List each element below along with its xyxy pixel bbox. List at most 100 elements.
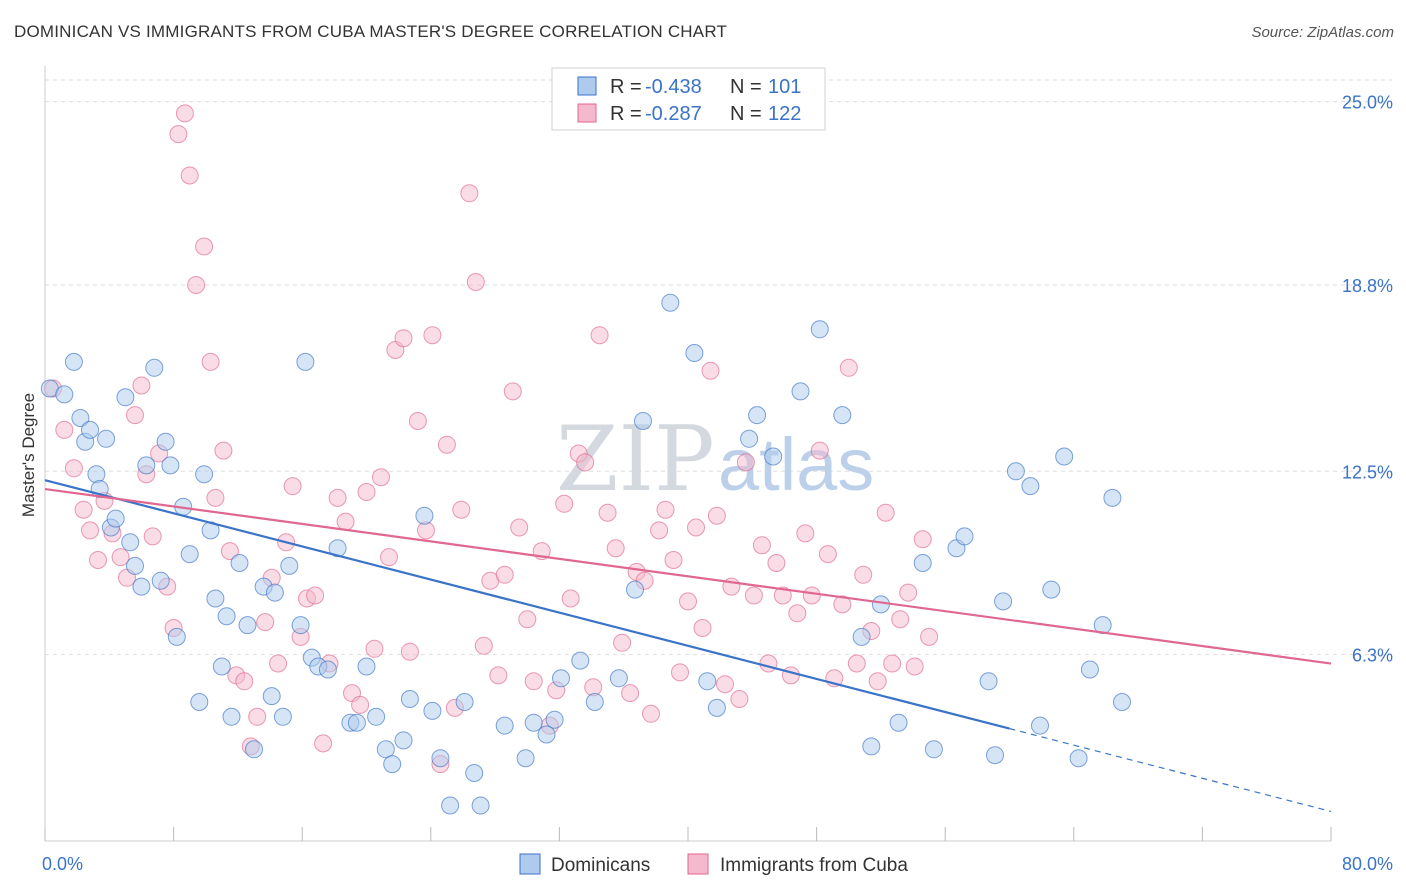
legend-label-dominicans: Dominicans — [551, 855, 650, 876]
point-blue-3 — [71, 409, 90, 427]
legend-swatch-dominicans — [519, 853, 541, 875]
point-pink-116 — [883, 654, 902, 673]
point-blue-10 — [106, 509, 125, 528]
point-pink-93 — [716, 675, 734, 694]
point-pink-41 — [336, 512, 355, 531]
point-blue-16 — [145, 358, 164, 377]
point-blue-32 — [245, 740, 263, 759]
point-pink-2 — [64, 459, 83, 478]
point-pink-99 — [759, 654, 778, 673]
point-pink-106 — [810, 441, 829, 460]
point-blue-78 — [810, 320, 829, 339]
point-blue-29 — [222, 707, 241, 726]
legend-box — [551, 67, 826, 131]
point-blue-56 — [455, 693, 474, 711]
point-blue-95 — [1055, 447, 1074, 466]
point-pink-115 — [876, 503, 895, 522]
point-blue-6 — [87, 465, 106, 484]
point-blue-53 — [423, 701, 442, 720]
point-pink-119 — [905, 657, 924, 676]
y-tick-label-3: 25.0% — [1342, 93, 1393, 113]
point-blue-47 — [367, 707, 386, 726]
point-blue-27 — [212, 657, 231, 676]
point-blue-8 — [97, 429, 116, 448]
legend-n-value-pink: 122 — [768, 103, 801, 125]
point-pink-90 — [693, 619, 712, 637]
point-blue-75 — [748, 406, 767, 425]
series-legend: Dominicans Immigrants from Cuba — [519, 853, 908, 876]
point-pink-40 — [328, 488, 347, 507]
point-blue-28 — [217, 607, 236, 626]
point-pink-104 — [796, 524, 815, 543]
tick-labels: 6.3% 12.5% 18.8% 25.0% 0.0% 80.0% — [42, 93, 1393, 874]
point-pink-100 — [767, 554, 786, 572]
point-blue-39 — [296, 352, 315, 371]
point-pink-24 — [214, 441, 233, 460]
point-pink-57 — [452, 500, 471, 519]
point-blue-71 — [685, 344, 704, 362]
point-pink-71 — [555, 494, 574, 513]
point-pink-111 — [847, 654, 866, 673]
point-pink-97 — [744, 586, 763, 605]
point-blue-100 — [1113, 693, 1131, 711]
point-pink-49 — [394, 329, 413, 348]
point-blue-54 — [431, 749, 450, 768]
point-blue-90 — [994, 592, 1013, 611]
point-blue-61 — [524, 713, 543, 732]
point-blue-91 — [1006, 462, 1025, 481]
point-blue-52 — [415, 506, 434, 525]
point-pink-22 — [201, 352, 220, 371]
point-pink-105 — [802, 586, 821, 605]
point-blue-92 — [1021, 477, 1040, 496]
point-pink-34 — [283, 477, 302, 496]
point-blue-62 — [537, 725, 556, 744]
point-blue-79 — [833, 406, 852, 425]
point-pink-60 — [474, 636, 493, 655]
point-pink-95 — [730, 690, 749, 708]
legend-r-label-pink: R = — [610, 103, 642, 125]
trend-lines — [44, 479, 1332, 813]
point-blue-73 — [707, 698, 726, 717]
point-pink-66 — [518, 610, 537, 629]
point-blue-18 — [156, 432, 175, 451]
point-blue-51 — [400, 690, 419, 708]
point-pink-63 — [495, 565, 514, 584]
point-blue-76 — [764, 447, 783, 466]
point-pink-112 — [854, 565, 873, 584]
point-blue-15 — [137, 456, 156, 475]
point-blue-84 — [913, 554, 932, 572]
legend-swatch-blue — [577, 76, 597, 96]
x-tick-label-0: 0.0% — [42, 854, 83, 874]
point-blue-57 — [465, 764, 484, 782]
point-blue-34 — [262, 687, 281, 706]
point-blue-70 — [661, 293, 680, 312]
point-blue-35 — [265, 583, 284, 602]
trend-line-pink — [44, 487, 1332, 665]
point-blue-67 — [609, 669, 628, 688]
point-blue-89 — [986, 746, 1004, 765]
point-blue-2 — [64, 352, 83, 371]
point-pink-55 — [437, 435, 456, 454]
point-pink-25 — [220, 542, 239, 561]
y-tick-label-0: 6.3% — [1352, 646, 1393, 666]
point-blue-42 — [318, 660, 337, 679]
point-pink-86 — [664, 551, 683, 569]
series-immigrants-from-cuba — [44, 104, 939, 774]
point-blue-96 — [1069, 749, 1088, 768]
point-pink-121 — [920, 627, 939, 646]
point-pink-59 — [466, 273, 485, 291]
point-blue-37 — [280, 556, 299, 575]
point-blue-99 — [1103, 488, 1122, 507]
point-blue-63 — [545, 710, 564, 729]
legend-swatch-pink — [577, 103, 597, 123]
point-pink-91 — [701, 361, 720, 380]
legend-swatch-cuba — [687, 853, 709, 875]
point-blue-43 — [328, 539, 347, 558]
point-pink-13 — [143, 527, 162, 546]
point-blue-38 — [291, 616, 310, 635]
point-pink-74 — [576, 453, 595, 472]
point-pink-76 — [590, 326, 609, 345]
point-blue-5 — [81, 420, 99, 439]
legend-r-label-blue: R = — [610, 76, 642, 98]
